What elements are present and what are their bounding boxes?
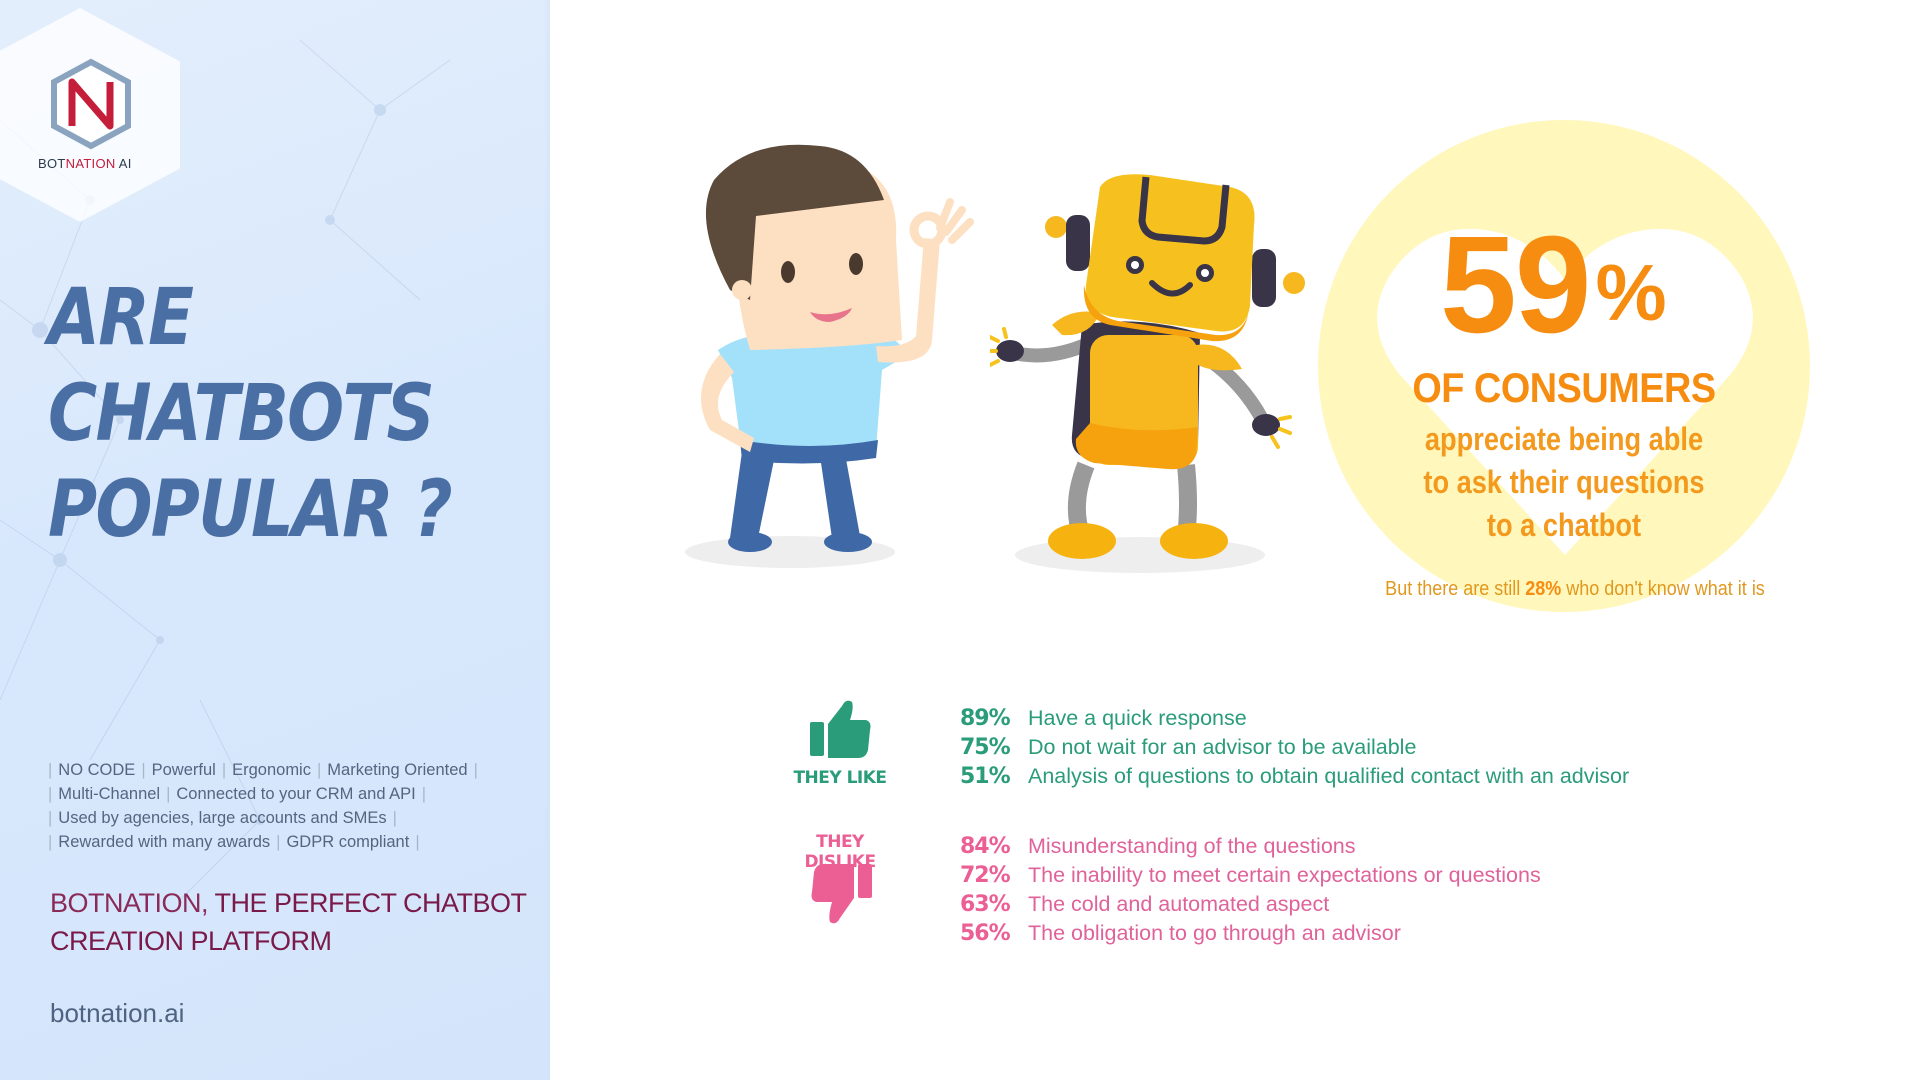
feature-item: Ergonomic bbox=[232, 761, 311, 779]
botnation-logo-icon bbox=[51, 58, 131, 150]
highlight-note: But there are still 28% who don't know w… bbox=[1385, 578, 1765, 600]
feature-item: Marketing Oriented bbox=[327, 761, 468, 779]
feature-row: | Multi-Channel | Connected to your CRM and… bbox=[48, 785, 427, 803]
headline-line-3: POPULAR ? bbox=[48, 465, 453, 555]
they-like-label: THEY LIKE bbox=[793, 768, 887, 788]
dislikes-list: 84% Misunderstanding of the questions 72%… bbox=[960, 834, 1541, 950]
headline-line-1: ARE bbox=[48, 273, 194, 363]
feature-item: Used by agencies, large accounts and SME… bbox=[58, 809, 387, 827]
feature-item: Multi-Channel bbox=[58, 785, 161, 803]
list-item: 75% Do not wait for an advisor to be avai… bbox=[960, 735, 1417, 760]
list-item: 84% Misunderstanding of the questions bbox=[960, 834, 1356, 859]
highlight-percentage: 59% bbox=[1440, 208, 1667, 362]
heart-icon bbox=[1377, 228, 1753, 555]
page-title: ARE CHATBOTS POPULAR ? bbox=[48, 270, 453, 558]
left-panel: BOTNATION AI ARE CHATBOTS POPULAR ? | NO … bbox=[0, 0, 550, 1080]
list-item: 89% Have a quick response bbox=[960, 706, 1247, 731]
headline-line-2: CHATBOTS bbox=[48, 369, 435, 459]
tagline: BOTNATION, THE PERFECT CHATBOT CREATION … bbox=[50, 888, 527, 956]
list-item: 63% The cold and automated aspect bbox=[960, 892, 1330, 917]
feature-item: Powerful bbox=[151, 761, 216, 779]
feature-item: Rewarded with many awards bbox=[58, 833, 271, 851]
list-item: 72% The inability to meet certain expecta… bbox=[960, 863, 1541, 888]
feature-row: | Used by agencies, large accounts and SM… bbox=[48, 809, 397, 827]
person-illustration bbox=[685, 144, 974, 568]
feature-item: NO CODE bbox=[58, 761, 136, 779]
highlight-description: appreciate being able to ask their quest… bbox=[1423, 421, 1705, 543]
network-background-decoration bbox=[0, 39, 451, 901]
feature-row: | Rewarded with many awards | GDPR complian… bbox=[48, 833, 420, 851]
feature-item: Connected to your CRM and API bbox=[176, 785, 416, 803]
thumbs-down-icon bbox=[811, 864, 872, 924]
feature-row: | NO CODE | Powerful | Ergonomic | Marketing Or… bbox=[48, 761, 478, 779]
robot-illustration bbox=[990, 174, 1305, 573]
list-item: 51% Analysis of questions to obtain quali… bbox=[960, 764, 1630, 789]
feature-item: GDPR compliant bbox=[286, 833, 410, 851]
website-link[interactable]: botnation.ai bbox=[50, 998, 185, 1028]
feature-list: | NO CODE | Powerful | Ergonomic | Marketing Or… bbox=[48, 758, 484, 854]
list-item: 56% The obligation to go through an advis… bbox=[960, 921, 1401, 946]
logo-wordmark: BOTNATION AI bbox=[38, 156, 132, 171]
highlight-subject: OF CONSUMERS bbox=[1412, 364, 1716, 411]
likes-list: 89% Have a quick response 75% Do not wait … bbox=[960, 706, 1629, 793]
thumbs-up-icon bbox=[810, 700, 871, 758]
